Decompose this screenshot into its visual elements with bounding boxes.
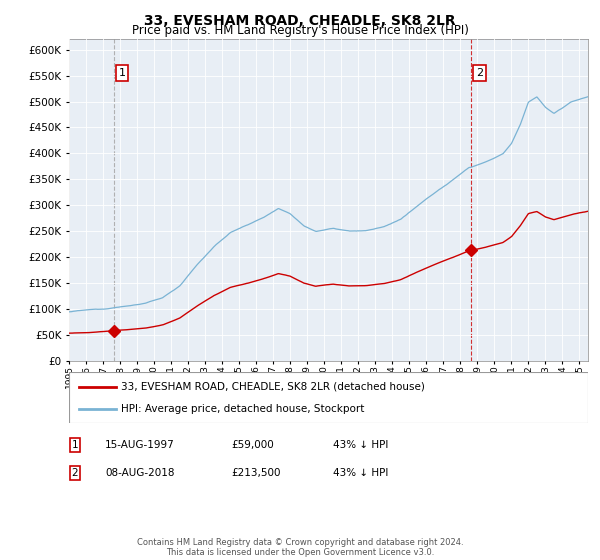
Text: 1: 1	[71, 440, 79, 450]
Text: £59,000: £59,000	[231, 440, 274, 450]
Text: 1: 1	[119, 68, 125, 78]
Text: Contains HM Land Registry data © Crown copyright and database right 2024.
This d: Contains HM Land Registry data © Crown c…	[137, 538, 463, 557]
Text: 2: 2	[71, 468, 79, 478]
Text: HPI: Average price, detached house, Stockport: HPI: Average price, detached house, Stoc…	[121, 404, 364, 414]
Text: £213,500: £213,500	[231, 468, 281, 478]
Text: 2: 2	[476, 68, 483, 78]
Text: 43% ↓ HPI: 43% ↓ HPI	[333, 468, 388, 478]
Text: 08-AUG-2018: 08-AUG-2018	[105, 468, 175, 478]
Text: 33, EVESHAM ROAD, CHEADLE, SK8 2LR: 33, EVESHAM ROAD, CHEADLE, SK8 2LR	[144, 14, 456, 28]
Text: 33, EVESHAM ROAD, CHEADLE, SK8 2LR (detached house): 33, EVESHAM ROAD, CHEADLE, SK8 2LR (deta…	[121, 381, 425, 391]
Text: Price paid vs. HM Land Registry's House Price Index (HPI): Price paid vs. HM Land Registry's House …	[131, 24, 469, 37]
Text: 15-AUG-1997: 15-AUG-1997	[105, 440, 175, 450]
Text: 43% ↓ HPI: 43% ↓ HPI	[333, 440, 388, 450]
